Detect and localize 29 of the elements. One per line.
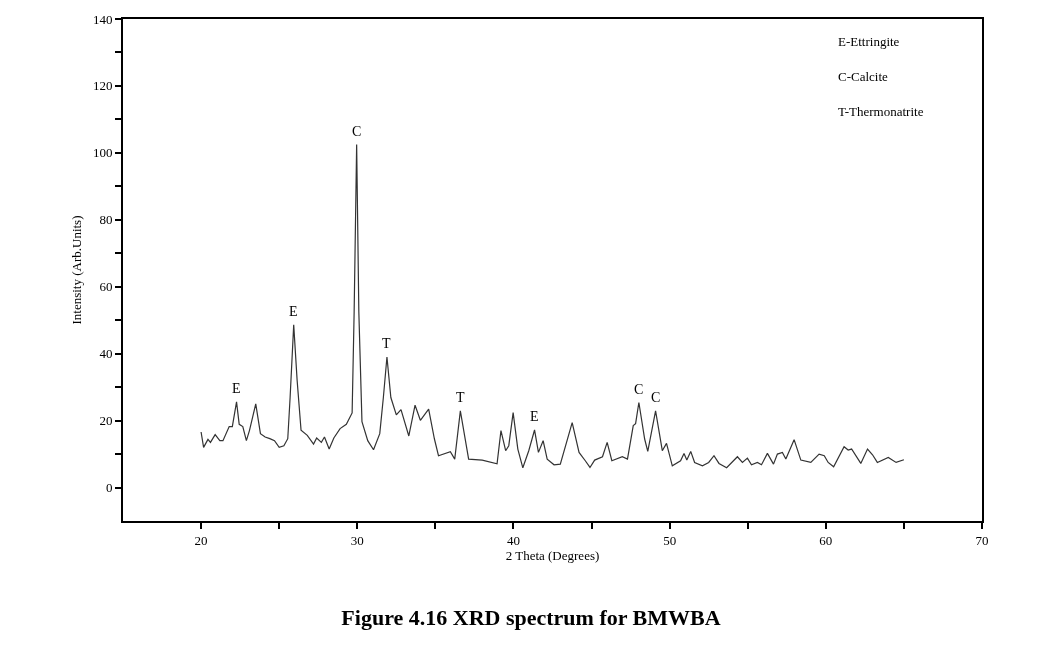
annotation: C (651, 390, 661, 405)
annotation: T-Thermonatrite (838, 104, 924, 119)
annotation: E-Ettringite (838, 34, 900, 49)
text: Figure 4.16 XRD spectrum for BMWBA (341, 605, 721, 631)
annotation: T (456, 390, 465, 405)
x-axis-title: 2 Theta (Degrees) (505, 547, 600, 563)
x-tick-label: 20 (194, 532, 208, 548)
y-tick-label: 80 (99, 212, 113, 228)
annotation: C-Calcite (838, 69, 889, 84)
annotation: E (530, 409, 539, 424)
annotation: C (352, 124, 362, 139)
line-series (200, 143, 905, 469)
y-tick-label: 20 (99, 413, 113, 429)
x-tick-label: 70 (975, 532, 989, 548)
y-tick-label: 60 (99, 279, 113, 295)
annotation: T (382, 336, 391, 351)
y-tick-label: 100 (92, 145, 113, 161)
x-tick-label: 40 (506, 532, 520, 548)
y-tick-label: 140 (92, 11, 113, 27)
y-tick-label: 0 (105, 480, 113, 496)
x-tick-label: 50 (663, 532, 677, 548)
y-axis-title: Intensity (Arb.Units) (69, 215, 85, 325)
x-tick-label: 30 (350, 532, 364, 548)
y-tick-label: 40 (99, 346, 113, 362)
y-tick-label: 120 (92, 78, 113, 94)
x-tick-label: 60 (819, 532, 833, 548)
annotation: E (289, 304, 298, 319)
annotation: C (634, 382, 644, 397)
annotation: E (232, 381, 241, 396)
